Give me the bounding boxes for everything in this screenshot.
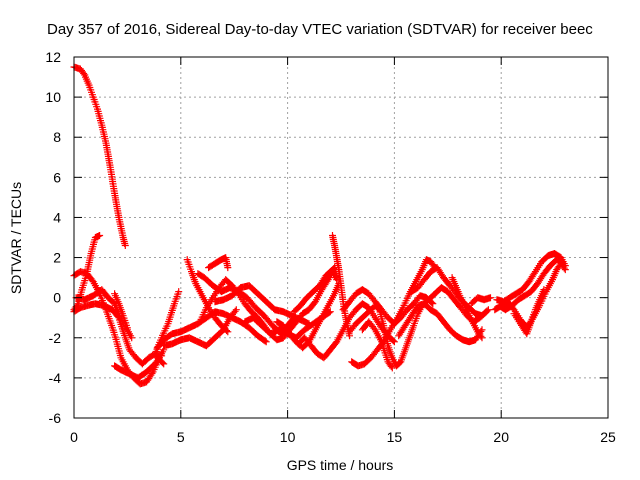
marker-trace-arc-26	[395, 300, 486, 346]
y-tick-label: 2	[53, 250, 61, 266]
series-arc-29	[467, 294, 494, 308]
y-tick-label: -6	[49, 410, 62, 426]
marker-trace-arc-10	[160, 306, 240, 350]
series-arc-7	[111, 290, 131, 332]
chart-title: Day 357 of 2016, Sidereal Day-to-day VTE…	[47, 21, 593, 38]
marker-trace-arc-31	[493, 250, 569, 306]
y-tick-label: -2	[49, 330, 62, 346]
axis-ticks	[73, 56, 609, 419]
marker-trace-arc-25	[358, 318, 396, 372]
marker-trace-arc-28	[448, 274, 486, 342]
series-arc-10	[160, 306, 240, 350]
series-arc-26	[395, 300, 486, 346]
y-tick-label: 8	[53, 129, 61, 145]
x-tick-label: 5	[177, 429, 185, 445]
x-tick-label: 20	[493, 429, 509, 445]
marker-trace-arc-11	[153, 354, 168, 368]
series-arc-28	[448, 274, 486, 342]
series-arc-11	[153, 354, 168, 368]
y-tick-label: 10	[45, 89, 61, 105]
marker-trace-arc-32	[495, 256, 567, 314]
x-tick-label: 25	[600, 429, 616, 445]
x-axis-label: GPS time / hours	[287, 457, 394, 473]
y-axis-label: SDTVAR / TECUs	[8, 182, 24, 294]
y-tick-label: 6	[53, 169, 61, 185]
marker-trace-arc-7	[111, 290, 131, 332]
x-tick-label: 10	[280, 429, 296, 445]
series-arc-19	[290, 264, 341, 316]
plot-frame	[73, 56, 609, 419]
marker-trace-arc-19	[290, 264, 341, 316]
marker-trace-arc-29	[467, 294, 494, 308]
y-tick-label: -4	[49, 370, 62, 386]
series-arc-32	[495, 256, 567, 314]
marker-trace-arc-33	[510, 286, 548, 338]
marker-trace-arc-14	[205, 254, 232, 272]
y-tick-label: 12	[45, 49, 61, 65]
tick-labels: 0 5 10 15 20 25 -6 -4 -2 0 2 4 6 8 10 12	[45, 49, 616, 445]
series-arc-25	[358, 318, 396, 372]
series-arc-33	[510, 286, 548, 338]
series-arc-31	[493, 250, 569, 306]
marker-trace-arc-16	[211, 282, 313, 328]
x-tick-label: 15	[387, 429, 403, 445]
series-arc-6	[111, 354, 163, 382]
y-tick-label: 4	[53, 209, 61, 225]
x-tick-label: 0	[70, 429, 78, 445]
series-arc-14	[205, 254, 232, 272]
y-tick-label: 0	[53, 290, 61, 306]
series-arc-16	[211, 282, 313, 328]
marker-trace-arc-6	[111, 354, 163, 382]
